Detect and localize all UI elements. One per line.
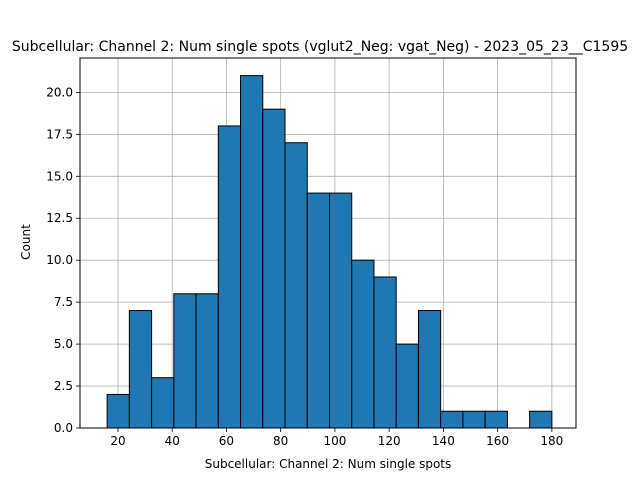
histogram-bar [529,410,553,429]
x-tick-label: 40 [165,434,180,448]
histogram-bar [262,108,286,429]
y-tick-label: 5.0 [54,337,73,351]
y-tick-label: 7.5 [54,295,73,309]
histogram-bar [106,393,130,429]
y-tick-label: 15.0 [46,169,73,183]
histogram-bar [440,410,464,429]
histogram-bar [417,310,442,429]
x-tick-label: 140 [432,434,455,448]
histogram-bars [106,75,553,429]
histogram-bar [173,293,197,429]
x-tick-label: 100 [323,434,346,448]
y-tick-label: 10.0 [46,253,73,267]
chart-title: Subcellular: Channel 2: Num single spots… [12,39,628,55]
y-tick-label: 2.5 [54,379,73,393]
x-tick-label: 20 [110,434,125,448]
histogram-bar [128,310,153,429]
histogram-bar [395,343,419,429]
histogram-bar [306,192,330,429]
y-tick-label: 17.5 [46,127,73,141]
x-tick-label: 180 [540,434,563,448]
y-tick-label: 0.0 [54,421,73,435]
histogram-bar [462,410,486,429]
y-axis-ticks: 0.0 2.5 5.0 7.5 10.0 12.5 15.0 17.5 20.0 [46,85,80,435]
y-tick-label: 12.5 [46,211,73,225]
histogram-bar [195,293,219,429]
x-tick-label: 80 [273,434,288,448]
y-axis-label: Count [19,224,33,260]
histogram-bar [240,75,264,429]
x-tick-label: 60 [219,434,234,448]
y-tick-label: 20.0 [46,85,73,99]
histogram-bar [373,276,397,429]
histogram-bar [328,192,353,429]
histogram-bar [484,410,508,429]
plot-frame [79,57,577,429]
x-tick-label: 160 [486,434,509,448]
x-tick-label: 120 [378,434,401,448]
histogram-bar [151,377,175,429]
x-axis-ticks: 20 40 60 80 100 120 140 160 180 [110,428,563,448]
histogram-bar [351,259,375,429]
x-axis-label: Subcellular: Channel 2: Num single spots [205,457,452,471]
histogram-bar [284,142,308,429]
histogram-bar [217,125,242,429]
